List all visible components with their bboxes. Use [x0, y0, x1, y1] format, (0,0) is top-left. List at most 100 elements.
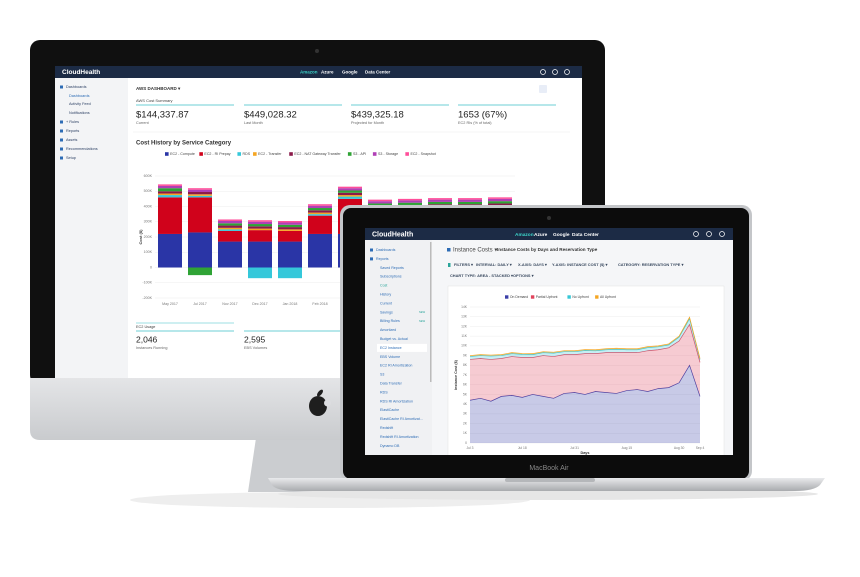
- sidebar-item[interactable]: Reports: [376, 257, 389, 261]
- sidebar-item[interactable]: EC2 RI Amortization: [380, 364, 412, 368]
- bar-segment: [278, 222, 302, 225]
- sidebar-item[interactable]: Cost: [380, 284, 387, 288]
- bar-segment: [398, 198, 422, 201]
- bar-segment: [218, 220, 242, 224]
- sidebar-item[interactable]: Saved Reports: [380, 266, 404, 270]
- sidebar-item[interactable]: S3: [380, 373, 384, 377]
- sidebar-item[interactable]: Savings: [380, 310, 393, 314]
- sidebar-item[interactable]: Assets: [66, 138, 77, 142]
- bar-segment: [158, 193, 182, 196]
- nav-icon[interactable]: [564, 69, 570, 75]
- sidebar-item[interactable]: Dashboards: [376, 248, 396, 252]
- sidebar-item[interactable]: Budget vs. Actual: [380, 337, 408, 341]
- page-icon: [447, 248, 451, 252]
- filter[interactable]: OPTIONS ▾: [513, 273, 535, 278]
- sidebar-item[interactable]: ElastiCache: [380, 408, 399, 412]
- bar-segment: [308, 233, 332, 268]
- bar-segment: [158, 233, 182, 268]
- sidebar-item[interactable]: RDS: [380, 390, 388, 394]
- nav-icon[interactable]: [706, 231, 712, 237]
- sidebar-item[interactable]: + Rules: [66, 120, 79, 124]
- button[interactable]: [555, 85, 563, 93]
- bar-segment: [488, 197, 512, 199]
- legend-swatch: [199, 152, 203, 156]
- bar-segment: [248, 220, 272, 222]
- card-label: EBS Volumes: [244, 346, 267, 350]
- nav-icon[interactable]: [693, 231, 699, 237]
- card-value: $439,325.18: [351, 110, 404, 121]
- brand: CloudHealth: [372, 231, 413, 238]
- legend-swatch: [237, 152, 242, 156]
- bar-segment: [398, 202, 422, 205]
- sidebar-item[interactable]: EC2 Instance: [380, 346, 402, 350]
- sidebar-item[interactable]: Data Transfer: [380, 381, 403, 385]
- nav-item[interactable]: Azure: [534, 232, 548, 238]
- nav-item[interactable]: Google: [342, 70, 358, 75]
- bar-segment: [158, 191, 182, 194]
- laptop-base: [268, 478, 825, 491]
- y-tick-label: 2K: [463, 421, 468, 425]
- imac-camera: [315, 49, 319, 53]
- legend-label: No Upfront: [572, 295, 588, 299]
- sidebar-item[interactable]: Current: [380, 301, 392, 305]
- bar-segment: [278, 267, 302, 279]
- sidebar-icon: [60, 120, 63, 124]
- sidebar-item[interactable]: Recommendations: [66, 147, 98, 151]
- page-title[interactable]: AWS DASHBOARD ▾: [136, 86, 181, 91]
- sidebar-item[interactable]: Setup: [66, 156, 76, 160]
- sidebar-item[interactable]: Subscriptions: [380, 275, 402, 279]
- filter[interactable]: CHART TYPE: AREA - STACKED ▾: [450, 273, 514, 278]
- bar-segment: [338, 195, 362, 197]
- nav-item[interactable]: Amazon: [515, 232, 534, 238]
- filter[interactable]: X-AXIS: DAYS ▾: [518, 262, 548, 267]
- filter-icon: [448, 263, 451, 267]
- card-label: Instances Running: [136, 346, 167, 350]
- nav-item[interactable]: Data Center: [572, 232, 599, 238]
- sidebar-item[interactable]: Amortized: [380, 328, 396, 332]
- legend-swatch: [530, 295, 535, 299]
- y-tick-label: 0: [150, 265, 152, 269]
- sidebar-item[interactable]: Billing Rules: [380, 319, 400, 323]
- nav-icon[interactable]: [540, 69, 546, 75]
- nav-icon[interactable]: [552, 69, 558, 75]
- sidebar-item[interactable]: Dashboards: [66, 85, 87, 89]
- y-tick-label: 13K: [461, 315, 468, 319]
- y-tick-label: 10K: [461, 344, 468, 348]
- sidebar-item[interactable]: Dashboards: [69, 94, 90, 98]
- sidebar-item[interactable]: Dynamo DB: [380, 444, 400, 448]
- y-tick-label: 200K: [144, 235, 153, 239]
- filter[interactable]: CATEGORY: RESERVATION TYPE ▾: [618, 262, 684, 267]
- card-value: 2,595: [244, 334, 266, 344]
- sidebar-item[interactable]: RDS RI Amortization: [380, 399, 413, 403]
- filter[interactable]: INTERVAL: DAILY ▾: [476, 262, 513, 267]
- sidebar-item[interactable]: EBS Volume: [380, 355, 400, 359]
- laptop-notch: [505, 478, 595, 482]
- sidebar-item[interactable]: Reports: [66, 129, 79, 133]
- usage-title: EC2 Usage: [136, 325, 155, 329]
- filter[interactable]: Y-AXIS: INSTANCE COST ($) ▾: [552, 262, 609, 267]
- sidebar-item[interactable]: History: [380, 292, 391, 296]
- y-tick-label: 5K: [463, 392, 468, 396]
- legend-label: EC2 - RI Prepay: [204, 152, 230, 156]
- sidebar-item[interactable]: Redshift RI Amortization: [380, 435, 419, 439]
- page-title[interactable]: Instance Costs ▾: [453, 248, 497, 254]
- button[interactable]: [539, 85, 547, 93]
- bar-segment: [188, 232, 212, 268]
- bar-segment: [188, 197, 212, 233]
- area-line: [469, 316, 701, 359]
- sidebar-item[interactable]: Redshift: [380, 426, 393, 430]
- nav-item[interactable]: Google: [553, 232, 570, 238]
- nav-icon[interactable]: [719, 231, 725, 237]
- sidebar-item[interactable]: ElastiCache RI Amortizat...: [380, 417, 423, 421]
- filter[interactable]: FILTERS ▾: [454, 262, 474, 267]
- area-fill: [470, 365, 700, 443]
- nav-item[interactable]: Amazon: [300, 70, 318, 75]
- bar-segment: [338, 186, 362, 189]
- nav-item[interactable]: Data Center: [365, 70, 391, 75]
- bar-segment: [338, 192, 362, 196]
- bar-segment: [488, 198, 512, 202]
- sidebar-item[interactable]: Activity Feed: [69, 102, 91, 106]
- nav-item[interactable]: Azure: [321, 70, 334, 75]
- legend-label: All Upfront: [600, 295, 616, 299]
- sidebar-item[interactable]: Notifications: [69, 111, 90, 115]
